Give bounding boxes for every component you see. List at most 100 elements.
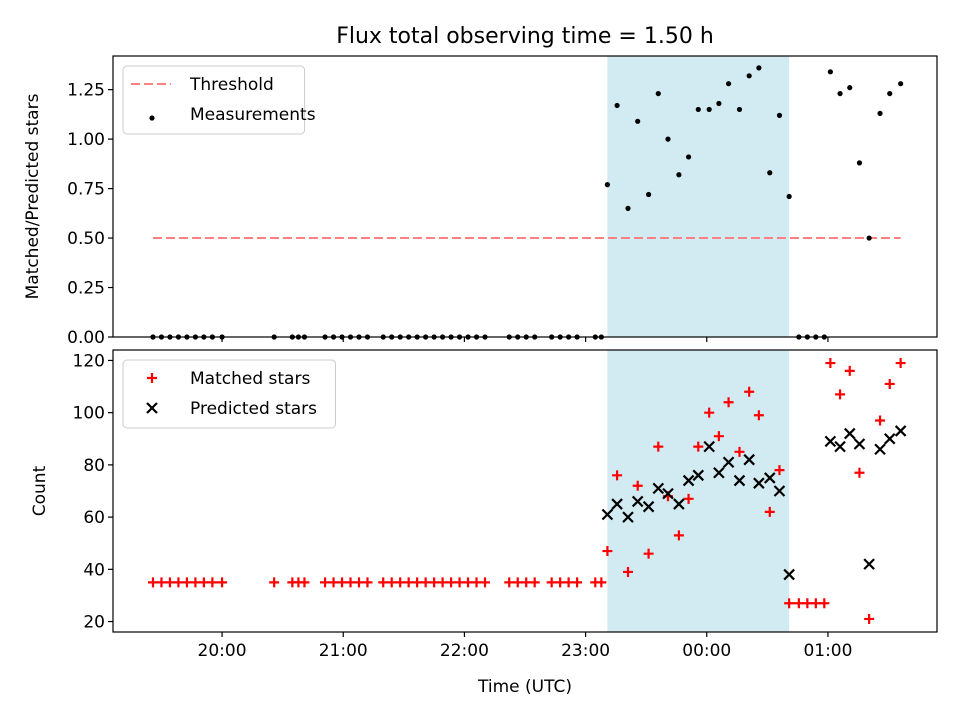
- matched-stars-point: [612, 470, 623, 481]
- measurements-point: [604, 182, 611, 188]
- matched-stars-point: [875, 415, 886, 426]
- measurements-point: [646, 191, 652, 198]
- matched-stars-point: [328, 577, 339, 588]
- matched-stars-point: [673, 530, 684, 541]
- y-axis-label: Count: [30, 465, 50, 516]
- measurements-point: [746, 73, 752, 79]
- x-axis-label: Time (UTC): [477, 677, 572, 697]
- matched-stars-point: [471, 577, 482, 588]
- predicted-stars-point: [733, 474, 746, 487]
- measurements-point: [856, 160, 863, 166]
- legend-label-matched-stars: Matched stars: [190, 369, 310, 389]
- y-tick-label: 0.25: [67, 279, 105, 299]
- x-tick-label: 20:00: [198, 641, 247, 661]
- predicted-stars-point: [863, 558, 875, 570]
- matched-stars-point: [784, 598, 795, 609]
- matched-stars-point: [269, 577, 280, 588]
- chart-title: Flux total observing time = 1.50 h: [336, 24, 714, 49]
- predicted-stars-point: [824, 435, 837, 448]
- matched-stars-point: [704, 407, 715, 418]
- matched-stars-point: [643, 548, 654, 559]
- measurements-point: [635, 118, 641, 124]
- measurements-point: [898, 81, 904, 87]
- predicted-stars-point: [834, 440, 846, 453]
- predicted-stars-point: [713, 466, 725, 479]
- matched-stars-point: [181, 577, 192, 588]
- y-tick-label: 0.75: [67, 180, 105, 200]
- predicted-stars-point: [642, 500, 655, 513]
- matched-stars-point: [602, 546, 613, 557]
- matched-stars-point: [844, 365, 855, 376]
- matched-stars-point: [819, 598, 830, 609]
- y-tick-label: 0.00: [67, 328, 105, 348]
- matched-stars-point: [217, 577, 228, 588]
- legend-marker-measurements: [149, 115, 155, 121]
- matched-stars-point: [512, 577, 523, 588]
- y-tick-label: 1.00: [67, 130, 105, 150]
- y-tick-label: 20: [83, 613, 105, 633]
- measurements-point: [716, 100, 722, 107]
- observing-window-shade: [607, 56, 790, 337]
- measurements-point: [685, 154, 692, 160]
- predicted-stars-point: [682, 474, 695, 487]
- matched-stars-point: [190, 577, 201, 588]
- observing-window-shade: [607, 350, 790, 632]
- predicted-stars-point: [894, 425, 907, 437]
- matched-stars-point: [480, 577, 491, 588]
- matched-stars-point: [764, 506, 775, 517]
- predicted-stars-point: [783, 568, 795, 581]
- matched-stars-point: [386, 577, 397, 588]
- matched-stars-point: [345, 577, 356, 588]
- legend-marker-predicted-stars: [146, 402, 158, 414]
- measurements-point: [827, 69, 833, 75]
- plot-frame: [112, 349, 938, 633]
- matched-stars-point: [802, 598, 813, 609]
- matched-stars-point: [683, 493, 694, 504]
- measurements-point: [767, 170, 773, 176]
- matched-stars-point: [774, 465, 785, 476]
- matched-stars-point: [753, 410, 764, 421]
- legend-label-measurements: Measurements: [190, 105, 316, 125]
- matched-stars-point: [454, 577, 465, 588]
- predicted-stars-point: [743, 453, 755, 466]
- predicted-stars-point: [611, 498, 623, 510]
- measurements-point: [847, 85, 853, 91]
- matched-stars-point: [653, 441, 664, 452]
- matched-stars-point: [403, 577, 414, 588]
- measurements-point: [614, 102, 620, 109]
- x-tick-label: 23:00: [561, 641, 610, 661]
- matched-stars-point: [723, 397, 734, 408]
- matched-stars-point: [884, 378, 895, 389]
- predicted-stars-point: [652, 482, 665, 495]
- y-axis-label: Matched/Predicted stars: [23, 93, 43, 299]
- matched-stars-point: [395, 577, 406, 588]
- matched-stars-point: [412, 577, 423, 588]
- legend-label-threshold: Threshold: [189, 75, 274, 95]
- measurements-point: [655, 90, 661, 97]
- matched-stars-point: [147, 577, 158, 588]
- matched-stars-point: [563, 577, 574, 588]
- matched-stars-point: [437, 577, 448, 588]
- predicted-stars-point: [662, 487, 674, 500]
- matched-stars-point: [744, 386, 755, 397]
- predicted-stars-point: [853, 438, 866, 450]
- matched-stars-point: [835, 389, 846, 400]
- matched-stars-point: [546, 577, 557, 588]
- count-panel: 20 40 60 80 100 120 20:00 21:00 22:00 23:00 00:00 0…: [30, 349, 938, 661]
- measurements-point: [676, 172, 682, 178]
- legend-box: [122, 359, 336, 429]
- y-tick-label: 60: [83, 508, 105, 528]
- matched-stars-point: [793, 598, 804, 609]
- predicted-stars-point: [773, 485, 786, 497]
- measurements-point: [756, 65, 762, 71]
- measurements-point: [725, 81, 732, 87]
- measurements-point: [706, 106, 712, 113]
- measurements-point: [695, 106, 701, 113]
- predicted-stars-point: [703, 440, 715, 453]
- measurements-point: [837, 90, 843, 97]
- measurements-point: [665, 136, 671, 142]
- predicted-stars-point: [622, 511, 634, 523]
- matched-stars-point: [854, 467, 865, 478]
- matched-stars-point: [632, 480, 643, 491]
